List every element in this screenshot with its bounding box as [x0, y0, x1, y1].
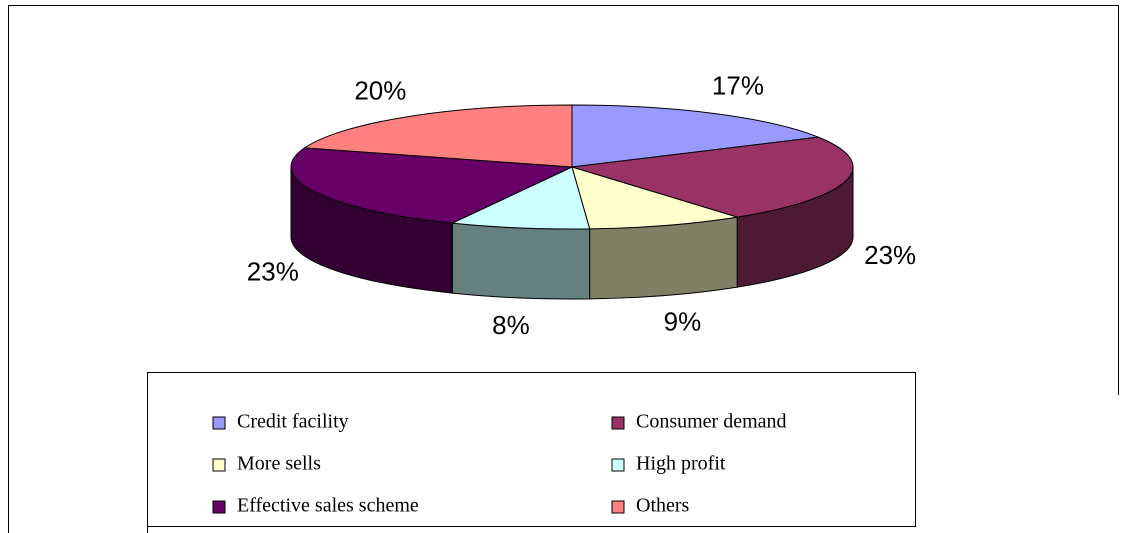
legend-label: Effective sales scheme [237, 495, 419, 517]
slice [450, 166, 591, 230]
legend-label: Credit facility [237, 411, 349, 433]
slice [571, 166, 738, 230]
slice-side [451, 222, 591, 300]
data-label: 8% [492, 310, 530, 340]
slice [290, 147, 574, 224]
legend-label: More sells [237, 453, 321, 475]
legend-swatch [212, 416, 226, 430]
slice-side [589, 216, 738, 300]
data-label: 20% [354, 75, 406, 105]
chart-frame [8, 5, 1119, 533]
legend-label: Consumer demand [636, 411, 787, 433]
legend-swatch [212, 458, 226, 472]
legend-swatch [212, 500, 226, 514]
data-label: 23% [247, 256, 299, 286]
legend-swatch [611, 416, 625, 430]
legend-label: High profit [636, 453, 726, 475]
legend-label: Others [636, 495, 690, 517]
slice [303, 104, 573, 168]
legend-swatch [611, 500, 625, 514]
legend-box [147, 372, 916, 527]
data-label: 23% [864, 240, 916, 270]
legend-swatch [611, 458, 625, 472]
data-label: 9% [664, 306, 702, 336]
slice [571, 136, 854, 218]
data-label: 17% [712, 71, 764, 101]
slice [571, 104, 819, 168]
